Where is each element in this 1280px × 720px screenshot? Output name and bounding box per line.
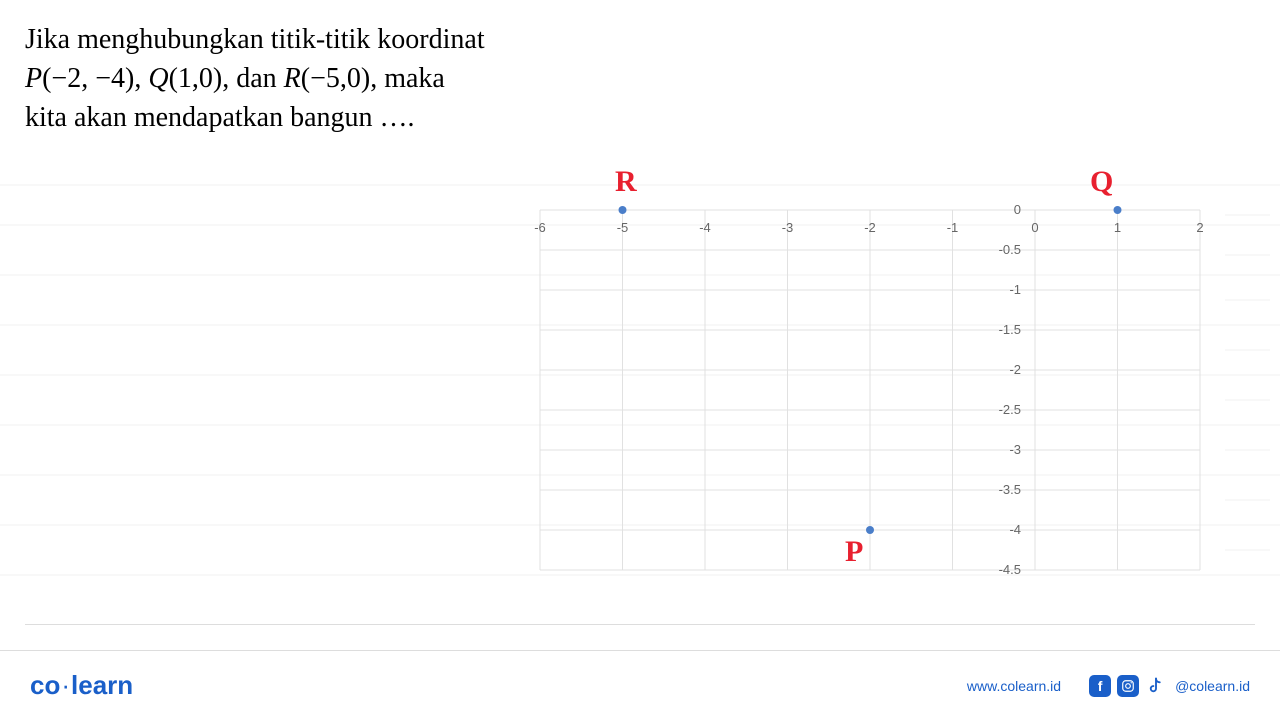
facebook-icon: f [1089, 675, 1111, 697]
social-handle: @colearn.id [1175, 678, 1250, 694]
coordinate-chart: -6 -5 -4 -3 -2 -1 0 1 2 0 -0.5 -1 -1.5 -2 -2.5 -3 -3.5 -4… [520, 200, 1220, 580]
instagram-icon [1117, 675, 1139, 697]
logo-part1: co [30, 670, 60, 700]
social-icons: f @colearn.id [1089, 675, 1250, 697]
divider [25, 624, 1255, 625]
svg-text:-2: -2 [1009, 362, 1021, 377]
question-line1: Jika menghubungkan titik-titik koordinat [25, 20, 485, 59]
svg-text:-2.5: -2.5 [999, 402, 1021, 417]
tiktok-icon [1145, 675, 1167, 697]
svg-text:0: 0 [1014, 202, 1021, 217]
handwritten-label-r: R [615, 165, 637, 199]
svg-text:2: 2 [1196, 220, 1203, 235]
svg-text:0: 0 [1031, 220, 1038, 235]
handwritten-label-q: Q [1090, 165, 1113, 199]
logo: co·learn [30, 670, 133, 701]
question-line3: kita akan mendapatkan bangun …. [25, 98, 485, 137]
svg-text:-2: -2 [864, 220, 876, 235]
svg-text:-1: -1 [1009, 282, 1021, 297]
svg-text:-6: -6 [534, 220, 546, 235]
svg-text:-4: -4 [699, 220, 711, 235]
footer-url: www.colearn.id [967, 678, 1061, 694]
svg-text:-1.5: -1.5 [999, 322, 1021, 337]
chart-svg: -6 -5 -4 -3 -2 -1 0 1 2 0 -0.5 -1 -1.5 -2 -2.5 -3 -3.5 -4… [520, 200, 1220, 580]
svg-text:-4.5: -4.5 [999, 562, 1021, 577]
svg-text:1: 1 [1114, 220, 1121, 235]
footer: co·learn www.colearn.id f @colearn.id [0, 650, 1280, 720]
svg-text:-3: -3 [782, 220, 794, 235]
svg-text:-3: -3 [1009, 442, 1021, 457]
svg-text:-5: -5 [617, 220, 629, 235]
question-text: Jika menghubungkan titik-titik koordinat… [25, 20, 485, 138]
svg-text:-1: -1 [947, 220, 959, 235]
svg-text:-4: -4 [1009, 522, 1021, 537]
logo-part2: learn [71, 670, 133, 700]
svg-text:-0.5: -0.5 [999, 242, 1021, 257]
question-line2: P(−2, −4), Q(1,0), dan R(−5,0), maka [25, 59, 485, 98]
handwritten-label-p: P [845, 535, 863, 569]
svg-text:-3.5: -3.5 [999, 482, 1021, 497]
logo-dot: · [61, 670, 70, 700]
